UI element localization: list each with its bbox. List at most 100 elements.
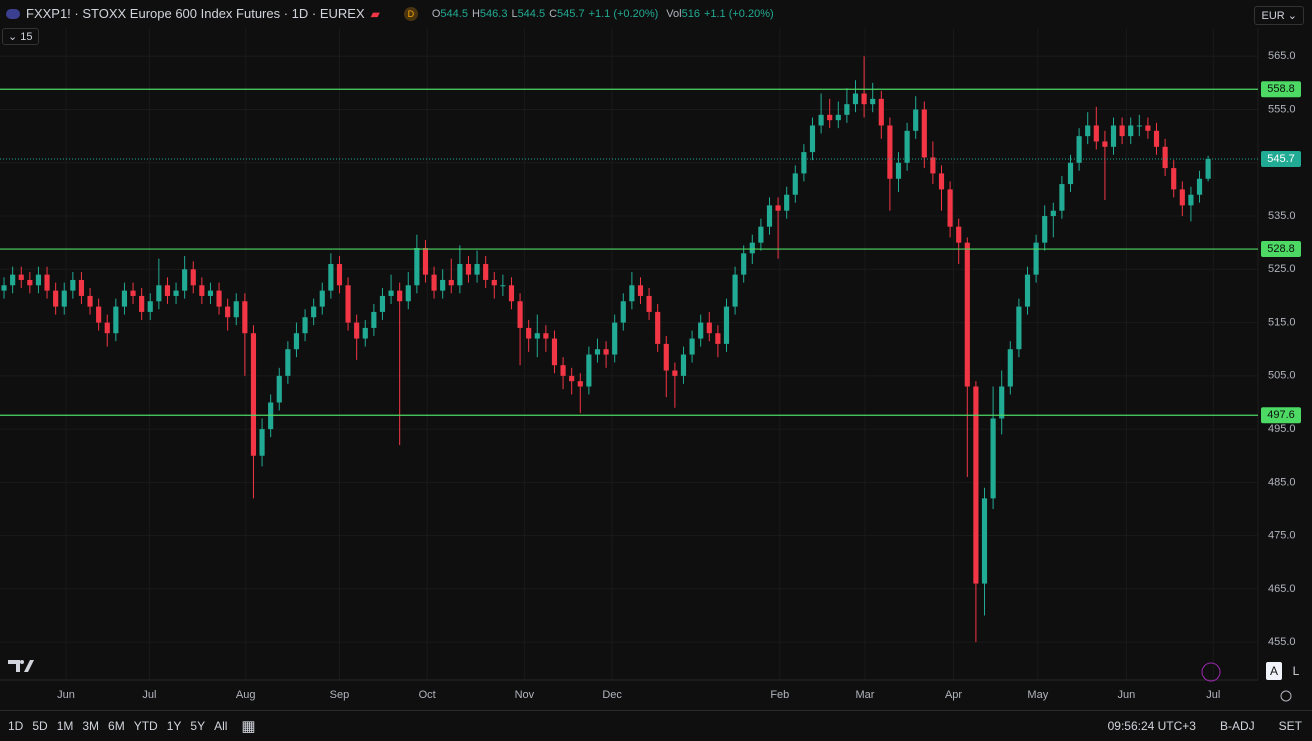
candle-body <box>1179 189 1185 206</box>
candle-body <box>405 285 411 302</box>
candle-body <box>715 333 721 344</box>
candle-body <box>973 386 979 584</box>
candle-body <box>164 285 171 296</box>
range[interactable]: 1D <box>8 719 24 733</box>
candle-body <box>379 295 386 312</box>
candle-body <box>414 247 420 286</box>
candle-body <box>861 93 867 105</box>
symbol[interactable]: FXXP1! · STOXX Europe 600 Index Futures … <box>26 6 365 21</box>
range[interactable]: 3M <box>82 719 100 733</box>
candle-body <box>956 226 962 243</box>
candle-body <box>207 290 214 296</box>
candle-body <box>173 290 179 296</box>
candle-body <box>741 253 747 275</box>
settings-icon[interactable] <box>1280 690 1292 702</box>
candle-body <box>1153 130 1160 147</box>
candle-body <box>964 242 970 387</box>
candle-body <box>870 98 876 105</box>
candle-body <box>422 247 429 275</box>
candle-body <box>749 242 755 254</box>
candle-body <box>156 285 162 302</box>
candle-body <box>792 173 798 195</box>
candle-body <box>345 285 351 323</box>
x-tick-label: Oct <box>419 689 436 701</box>
y-tick-label: 505.0 <box>1268 370 1296 382</box>
candle-body <box>225 306 231 318</box>
candle-body <box>483 263 489 280</box>
candle-body <box>1110 125 1117 147</box>
candle-body <box>1171 168 1177 190</box>
candle-body <box>603 349 609 355</box>
candle-body <box>1016 306 1022 350</box>
volume-change: +1.1 (+0.20%) <box>703 7 774 20</box>
range[interactable]: 1M <box>56 719 74 733</box>
adjust[interactable]: B-ADJ <box>1219 719 1255 733</box>
x-tick-label: Mar <box>855 689 874 701</box>
candle-body <box>534 333 540 339</box>
ohlc: O544.5 H546.3 L544.5 C545.7 +1.1 (+0.20%) Vol… <box>432 8 774 20</box>
candle-body <box>216 290 222 307</box>
session[interactable]: SET <box>1278 719 1302 733</box>
x-tick-label: Jul <box>142 689 156 701</box>
candle-body <box>543 333 549 339</box>
scale-button[interactable]: A <box>1266 662 1282 680</box>
range[interactable]: 1Y <box>166 719 182 733</box>
range[interactable]: 5D <box>32 719 48 733</box>
range[interactable]: All <box>214 719 228 733</box>
candle-body <box>1205 159 1211 179</box>
candle-body <box>10 274 16 286</box>
scale-button[interactable]: L <box>1292 664 1300 678</box>
candle-body <box>1033 242 1039 275</box>
candle-body <box>233 301 239 318</box>
candle-body <box>921 109 927 158</box>
candle-body <box>371 311 377 328</box>
candle-body <box>784 194 790 211</box>
candle-body <box>1024 274 1031 307</box>
date-range-icon[interactable]: ▦ <box>241 718 256 735</box>
ohlc-value: 546.3 <box>479 7 508 20</box>
candle-body <box>655 311 661 344</box>
candle-body <box>182 269 188 291</box>
candle-body <box>560 365 566 376</box>
candle-body <box>1093 125 1099 142</box>
candle-body <box>938 173 945 190</box>
level-label: 558.8 <box>1267 83 1295 95</box>
ohlc-key: H <box>471 7 480 20</box>
candle-body <box>801 152 807 174</box>
candle-body <box>1188 194 1194 206</box>
candle-body <box>285 349 291 376</box>
bolt-icon[interactable] <box>1201 662 1221 682</box>
range[interactable]: 5Y <box>190 719 206 733</box>
candle-body <box>947 189 953 227</box>
candle-body <box>104 322 110 334</box>
candle-body <box>586 354 592 387</box>
currency[interactable]: EUR ⌄ <box>1254 6 1304 25</box>
ohlc-value: 545.7 <box>557 7 585 20</box>
symbol-icon <box>6 8 20 19</box>
candle-body <box>508 285 515 302</box>
candle-body <box>663 343 669 371</box>
range[interactable]: YTD <box>133 719 158 733</box>
candle-body <box>61 290 67 307</box>
candle-body <box>913 109 919 131</box>
candle-body <box>293 333 300 350</box>
candle-body <box>1007 349 1013 387</box>
ohlc-key: L <box>511 7 518 20</box>
candle-body <box>844 104 850 115</box>
toolbar: 1D 5D 1M 3M 6M YTD 1Y 5Y All ▦ 09:56:24 UTC+3 B-… <box>0 710 1312 741</box>
candle-body <box>457 263 463 286</box>
candle-body <box>775 205 781 211</box>
candle-body <box>465 263 472 275</box>
candle-body <box>354 322 360 339</box>
interval[interactable]: ⌄ 15 <box>2 28 39 45</box>
change: +1.1 (+0.20%) <box>588 7 659 20</box>
candle-body <box>1162 146 1168 169</box>
range[interactable]: 6M <box>108 719 125 733</box>
candle-body <box>27 279 33 286</box>
candle-body <box>981 498 988 584</box>
candle-body <box>311 306 317 318</box>
candle-body <box>328 263 334 291</box>
x-tick-label: Jun <box>57 689 75 701</box>
candle-body <box>827 114 833 121</box>
clock[interactable]: 09:56:24 UTC+3 <box>1107 719 1196 733</box>
